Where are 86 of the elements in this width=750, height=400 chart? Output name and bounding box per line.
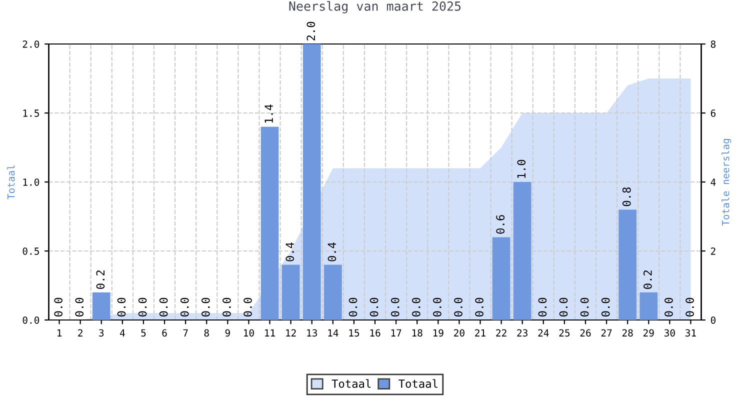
x-tick-label: 23 xyxy=(517,329,528,337)
data-label: 0.0 xyxy=(412,298,420,316)
y-axis-title: Totaal xyxy=(7,165,15,200)
data-label: 0.6 xyxy=(496,215,505,234)
data-label: 0.0 xyxy=(370,298,378,316)
data-label: 0.4 xyxy=(286,242,294,262)
data-label: 0.0 xyxy=(117,298,126,316)
bar xyxy=(282,264,300,320)
data-label: 0.2 xyxy=(643,270,652,289)
data-label: 0.0 xyxy=(390,298,400,316)
x-tick-label: 10 xyxy=(244,329,254,337)
data-label: 0.0 xyxy=(348,298,358,316)
data-label: 0.0 xyxy=(201,298,210,316)
x-tick-label: 8 xyxy=(204,329,209,337)
bar xyxy=(324,264,342,320)
x-tick-label: 17 xyxy=(391,329,402,336)
data-label: 0.0 xyxy=(686,298,694,316)
legend-label: Totaal xyxy=(332,379,371,388)
x-tick-label: 25 xyxy=(559,329,570,337)
data-label: 0.0 xyxy=(75,298,84,316)
data-label: 0.0 xyxy=(454,298,462,316)
data-label: 0.0 xyxy=(138,298,147,316)
x-tick-label: 24 xyxy=(538,329,549,336)
data-label: 1.4 xyxy=(264,104,273,123)
data-label: 0.0 xyxy=(475,298,484,316)
data-label: 0.0 xyxy=(601,298,610,316)
y2-tick-label: 8 xyxy=(710,40,716,48)
y-tick-label: 2.0 xyxy=(22,40,40,48)
bar xyxy=(492,237,510,320)
x-tick-label: 31 xyxy=(686,329,696,337)
x-tick-label: 2 xyxy=(78,329,82,336)
data-label: 0.0 xyxy=(538,298,547,316)
x-tick-label: 18 xyxy=(412,329,422,337)
x-tick-label: 4 xyxy=(120,329,125,336)
x-tick-label: 26 xyxy=(580,329,591,337)
data-label: 0.0 xyxy=(559,298,568,316)
y-tick-label: 0.5 xyxy=(22,248,39,255)
x-tick-label: 15 xyxy=(349,329,360,337)
y-tick-label: 1.0 xyxy=(23,178,40,186)
data-label: 0.0 xyxy=(580,298,589,316)
x-tick-label: 7 xyxy=(183,329,188,336)
bar xyxy=(260,126,279,320)
y2-axis-title: Totale neerslag xyxy=(722,139,732,226)
x-tick-label: 1 xyxy=(58,329,62,336)
data-label: 0.0 xyxy=(54,298,63,316)
chart-title: Neerslag van maart 2025 xyxy=(289,1,461,14)
y-tick-label: 0.0 xyxy=(22,316,40,324)
x-tick-label: 9 xyxy=(225,329,230,337)
data-label: 1.0 xyxy=(517,160,526,178)
data-label: 0.2 xyxy=(96,270,105,289)
data-label: 0.0 xyxy=(159,298,168,316)
x-tick-label: 27 xyxy=(601,329,612,336)
data-label: 2.0 xyxy=(306,22,316,40)
y2-tick-label: 4 xyxy=(710,178,716,186)
x-tick-label: 11 xyxy=(265,329,275,336)
legend-label: Totaal xyxy=(398,379,438,388)
y2-tick-label: 2 xyxy=(711,248,716,255)
x-tick-label: 16 xyxy=(370,329,380,337)
x-tick-label: 20 xyxy=(454,329,464,337)
x-tick-label: 22 xyxy=(496,329,506,336)
x-tick-label: 5 xyxy=(141,329,146,337)
x-tick-label: 14 xyxy=(328,329,338,336)
data-label: 0.4 xyxy=(328,242,336,262)
x-tick-label: 29 xyxy=(643,329,654,337)
bar xyxy=(618,210,637,320)
x-tick-label: 3 xyxy=(99,329,104,337)
x-tick-label: 13 xyxy=(307,329,317,337)
bar xyxy=(513,182,532,320)
x-tick-label: 19 xyxy=(433,329,444,337)
x-tick-label: 6 xyxy=(162,329,167,337)
y-tick-label: 1.5 xyxy=(23,110,39,117)
bar xyxy=(640,292,658,320)
data-label: 0.8 xyxy=(622,187,631,206)
x-tick-label: 21 xyxy=(475,329,486,336)
x-tick-label: 30 xyxy=(664,329,675,337)
data-label: 0.0 xyxy=(222,298,231,316)
data-label: 0.0 xyxy=(244,298,252,316)
x-tick-label: 28 xyxy=(622,329,633,337)
data-label: 0.0 xyxy=(180,298,189,316)
y2-tick-label: 0 xyxy=(710,316,716,324)
bar xyxy=(92,292,110,320)
data-label: 0.0 xyxy=(664,298,673,316)
x-tick-label: 12 xyxy=(286,329,296,336)
y2-tick-label: 6 xyxy=(710,110,716,117)
data-label: 0.0 xyxy=(432,298,442,316)
bar xyxy=(302,44,321,320)
